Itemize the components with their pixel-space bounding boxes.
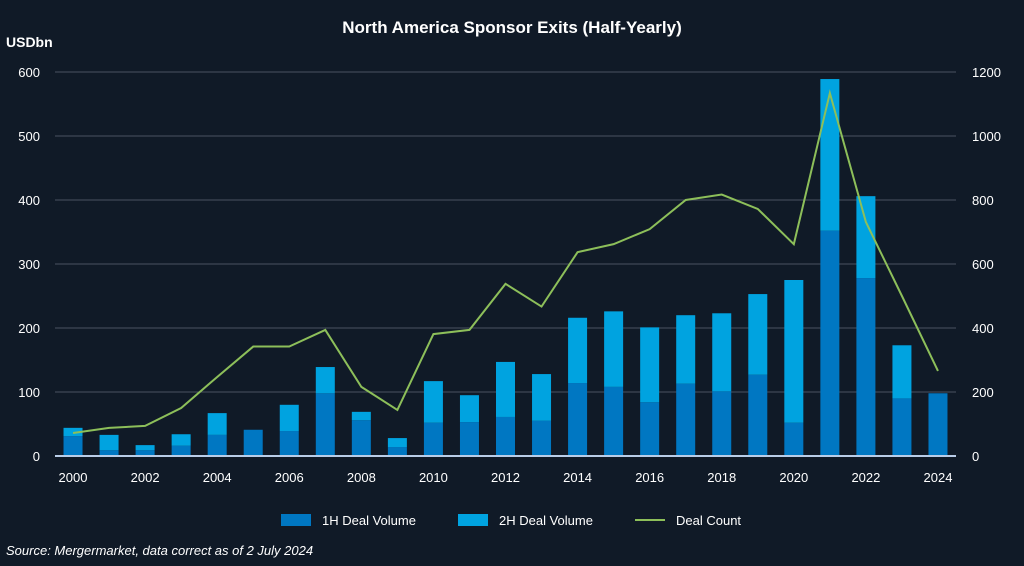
bar-2h — [568, 317, 588, 384]
x-tick-label: 2000 — [59, 470, 88, 485]
bar-1h — [712, 391, 732, 456]
x-tick-label: 2016 — [635, 470, 664, 485]
bar-2h — [351, 411, 371, 421]
bar-1h — [892, 398, 912, 456]
legend-label-2h: 2H Deal Volume — [499, 513, 593, 528]
x-tick-label: 2018 — [707, 470, 736, 485]
bar-2h — [135, 445, 155, 451]
x-tick-label: 2008 — [347, 470, 376, 485]
bar-1h — [748, 374, 768, 456]
bar-2h — [423, 381, 443, 423]
legend-swatch-2h — [458, 514, 488, 526]
bar-1h — [856, 278, 876, 456]
legend-label-deal-count: Deal Count — [676, 513, 741, 528]
y-tick-label: 400 — [18, 193, 40, 208]
x-tick-label: 2006 — [275, 470, 304, 485]
y-tick-label: 600 — [18, 65, 40, 80]
bar-1h — [171, 445, 191, 456]
bar-1h — [459, 422, 479, 456]
bar-2h — [207, 413, 227, 435]
y2-tick-label: 400 — [972, 321, 994, 336]
bar-1h — [63, 436, 83, 456]
y2-tick-label: 1200 — [972, 65, 1001, 80]
bar-2h — [387, 438, 407, 448]
x-tick-label: 2020 — [779, 470, 808, 485]
bar-1h — [99, 450, 119, 456]
bar-1h — [676, 383, 696, 456]
bar-1h — [532, 420, 552, 456]
bar-2h — [279, 404, 299, 432]
bar-1h — [351, 420, 371, 456]
bar-2h — [171, 434, 191, 446]
y2-tick-label: 800 — [972, 193, 994, 208]
x-tick-label: 2024 — [924, 470, 953, 485]
bar-1h — [928, 393, 948, 456]
x-tick-label: 2012 — [491, 470, 520, 485]
x-tick-label: 2014 — [563, 470, 592, 485]
y-tick-label: 0 — [33, 449, 40, 464]
bar-1h — [496, 416, 515, 456]
bar-1h — [135, 450, 155, 456]
bar-2h — [820, 79, 840, 231]
bar-2h — [784, 280, 804, 423]
y-tick-label: 200 — [18, 321, 40, 336]
y-axis-label: USDbn — [6, 34, 53, 50]
y2-tick-label: 600 — [972, 257, 994, 272]
bar-1h — [207, 434, 227, 456]
bar-2h — [604, 311, 624, 387]
bar-2h — [676, 315, 696, 384]
bar-2h — [532, 374, 552, 421]
y-tick-label: 500 — [18, 129, 40, 144]
bar-2h — [496, 361, 515, 417]
bar-2h — [315, 367, 335, 394]
bar-1h — [568, 383, 588, 456]
y-tick-label: 300 — [18, 257, 40, 272]
legend-swatch-1h — [281, 514, 311, 526]
x-tick-label: 2004 — [203, 470, 232, 485]
y2-tick-label: 1000 — [972, 129, 1001, 144]
chart-title: North America Sponsor Exits (Half-Yearly… — [342, 18, 682, 37]
source-note: Source: Mergermarket, data correct as of… — [6, 543, 314, 558]
x-tick-label: 2002 — [131, 470, 160, 485]
bar-2h — [856, 196, 876, 279]
bar-1h — [315, 393, 335, 456]
bar-2h — [748, 294, 768, 375]
bar-2h — [640, 327, 660, 403]
bar-2h — [459, 395, 479, 423]
bar-1h — [279, 431, 299, 456]
y2-tick-label: 0 — [972, 449, 979, 464]
bar-1h — [640, 402, 660, 456]
x-tick-label: 2010 — [419, 470, 448, 485]
y2-tick-label: 200 — [972, 385, 994, 400]
deal-count-line — [72, 89, 939, 434]
legend-label-1h: 1H Deal Volume — [322, 513, 416, 528]
bar-1h — [387, 447, 407, 456]
bar-2h — [99, 434, 119, 451]
y-tick-label: 100 — [18, 385, 40, 400]
bar-2h — [712, 313, 732, 392]
bar-1h — [604, 386, 624, 456]
x-tick-label: 2022 — [851, 470, 880, 485]
bar-1h — [784, 422, 804, 456]
bar-1h — [820, 230, 840, 456]
bar-2h — [892, 345, 912, 399]
bar-1h — [423, 422, 443, 456]
bar-1h — [243, 429, 263, 456]
